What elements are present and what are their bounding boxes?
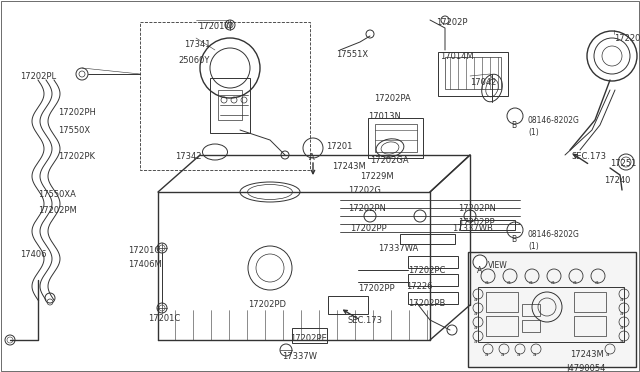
Bar <box>574 316 606 336</box>
Text: 17202PE: 17202PE <box>290 334 327 343</box>
Text: 17202PB: 17202PB <box>408 299 445 308</box>
Bar <box>400 234 455 244</box>
Text: 17220Q: 17220Q <box>614 34 640 43</box>
Text: a: a <box>620 311 623 316</box>
Bar <box>460 220 515 230</box>
Text: 17202PP: 17202PP <box>358 284 395 293</box>
Bar <box>486 292 518 312</box>
Bar <box>445 57 501 89</box>
Text: 17251: 17251 <box>610 159 636 168</box>
Text: a: a <box>620 339 623 344</box>
Text: a: a <box>485 280 489 285</box>
Bar <box>328 296 368 314</box>
Text: 17202PL: 17202PL <box>20 72 56 81</box>
Text: 17226: 17226 <box>406 282 433 291</box>
Text: a: a <box>551 280 555 285</box>
Bar <box>438 52 508 96</box>
Text: a: a <box>517 352 520 357</box>
Text: a: a <box>595 280 599 285</box>
Text: a: a <box>474 339 477 344</box>
Bar <box>478 287 624 342</box>
Text: 17243M: 17243M <box>332 162 365 171</box>
Text: (1): (1) <box>528 242 539 251</box>
Bar <box>292 328 327 343</box>
Text: 08146-8202G: 08146-8202G <box>528 230 580 239</box>
Text: 08146-8202G: 08146-8202G <box>528 116 580 125</box>
Text: a: a <box>474 297 477 302</box>
Text: 25060Y: 25060Y <box>178 56 209 65</box>
Text: a: a <box>573 280 577 285</box>
Text: 17337WB: 17337WB <box>452 224 493 233</box>
Bar <box>408 256 458 268</box>
Bar <box>574 292 606 312</box>
Text: a: a <box>485 352 488 357</box>
Bar <box>375 124 417 152</box>
Text: 17229M: 17229M <box>360 172 394 181</box>
Text: A: A <box>477 266 483 275</box>
Text: 17406: 17406 <box>20 250 47 259</box>
Text: 17014M: 17014M <box>440 52 474 61</box>
Text: B: B <box>511 121 516 130</box>
Text: 17240: 17240 <box>604 176 630 185</box>
Text: a: a <box>474 311 477 316</box>
Text: (1): (1) <box>528 128 539 137</box>
Text: 17341: 17341 <box>184 40 211 49</box>
Text: a: a <box>501 352 504 357</box>
Text: a: a <box>529 280 533 285</box>
Text: J4790054: J4790054 <box>566 364 605 372</box>
Text: a: a <box>507 280 511 285</box>
Text: 17201C: 17201C <box>148 314 180 323</box>
Bar <box>408 292 458 304</box>
Bar <box>522 320 540 332</box>
Text: 17342: 17342 <box>175 152 202 161</box>
Text: 17201W: 17201W <box>198 22 232 31</box>
Text: 17550X: 17550X <box>58 126 90 135</box>
Text: 17550XA: 17550XA <box>38 190 76 199</box>
Text: 17202PD: 17202PD <box>248 300 286 309</box>
Bar <box>210 78 250 133</box>
Text: VIEW: VIEW <box>488 262 508 270</box>
Bar <box>218 90 242 120</box>
Text: a: a <box>606 352 609 357</box>
Bar <box>522 304 540 316</box>
Bar <box>140 22 310 170</box>
Text: 17201C: 17201C <box>128 246 160 255</box>
Text: 17013N: 17013N <box>368 112 401 121</box>
Text: 17243M: 17243M <box>570 350 604 359</box>
Text: 17202PC: 17202PC <box>408 266 445 275</box>
Text: 17202GA: 17202GA <box>370 156 408 165</box>
Text: A: A <box>309 153 315 162</box>
Circle shape <box>473 255 487 269</box>
Text: 17202PH: 17202PH <box>58 108 96 117</box>
Text: B: B <box>511 235 516 244</box>
Text: a: a <box>533 352 536 357</box>
Text: 17202PP: 17202PP <box>350 224 387 233</box>
Text: 17551X: 17551X <box>336 50 368 59</box>
Text: 17202PA: 17202PA <box>374 94 411 103</box>
Bar <box>486 316 518 336</box>
Text: SEC.173: SEC.173 <box>572 152 607 161</box>
Text: 17202PM: 17202PM <box>38 206 77 215</box>
Text: a: a <box>620 297 623 302</box>
Text: 17337WA: 17337WA <box>378 244 419 253</box>
Text: SEC.173: SEC.173 <box>348 316 383 325</box>
Bar <box>368 118 423 158</box>
Text: 17202G: 17202G <box>348 186 381 195</box>
Text: 17406M: 17406M <box>128 260 162 269</box>
Text: a: a <box>474 325 477 330</box>
Bar <box>468 252 636 367</box>
Text: 17202P: 17202P <box>436 18 467 27</box>
Text: 17202PN: 17202PN <box>458 204 496 213</box>
Text: 17201: 17201 <box>326 142 353 151</box>
Bar <box>408 274 458 286</box>
Text: 17202PK: 17202PK <box>58 152 95 161</box>
Text: 17202PP: 17202PP <box>458 218 495 227</box>
Text: 17337W: 17337W <box>282 352 317 361</box>
Text: 17202PN: 17202PN <box>348 204 386 213</box>
Text: a: a <box>620 325 623 330</box>
Text: 17042: 17042 <box>470 78 497 87</box>
